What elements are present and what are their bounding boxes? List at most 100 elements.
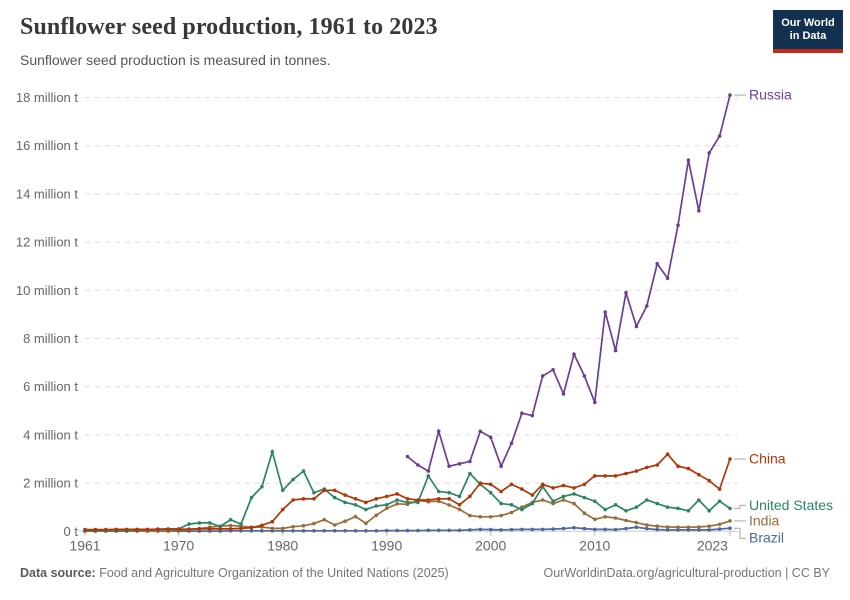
- data-point-china: [551, 486, 555, 490]
- data-point-india: [447, 503, 451, 507]
- series-label-india[interactable]: India: [749, 512, 780, 528]
- data-point-united-states: [239, 522, 243, 526]
- data-point-brazil: [447, 528, 451, 533]
- data-point-brazil: [582, 526, 587, 531]
- owid-logo[interactable]: Our World in Data: [773, 10, 843, 53]
- data-point-brazil: [416, 528, 420, 533]
- owid-credit-link[interactable]: OurWorldinData.org/agricultural-producti…: [543, 566, 830, 580]
- data-point-china: [447, 497, 451, 501]
- x-axis-label: 1990: [371, 537, 402, 553]
- data-point-india: [332, 523, 337, 527]
- y-axis-label: 2 million t: [23, 476, 78, 491]
- data-point-china: [104, 527, 108, 532]
- data-point-brazil: [488, 527, 493, 532]
- series-label-united-states[interactable]: United States: [749, 497, 833, 513]
- data-point-china: [717, 487, 722, 491]
- data-point-united-states: [520, 507, 524, 512]
- data-point-india: [676, 525, 680, 529]
- data-point-india: [665, 525, 670, 529]
- data-point-india: [686, 525, 691, 529]
- data-point-china: [707, 478, 711, 483]
- data-point-india: [280, 526, 285, 531]
- data-point-china: [645, 465, 649, 470]
- data-point-russia: [707, 151, 711, 155]
- data-point-china: [582, 482, 587, 487]
- data-point-india: [634, 520, 639, 525]
- legend-connector-united-states: [733, 504, 746, 509]
- data-point-brazil: [499, 528, 503, 532]
- data-point-china: [364, 500, 368, 505]
- series-label-russia[interactable]: Russia: [749, 87, 792, 103]
- data-point-brazil: [509, 527, 514, 532]
- series-line-china[interactable]: [85, 452, 731, 531]
- data-point-india: [561, 498, 566, 502]
- data-point-russia: [613, 348, 618, 353]
- data-point-united-states: [582, 495, 587, 500]
- data-point-china: [166, 527, 170, 532]
- data-point-brazil: [572, 525, 576, 530]
- data-point-india: [499, 513, 503, 518]
- y-axis-label: 16 million t: [16, 138, 79, 153]
- data-point-china: [83, 527, 87, 532]
- data-point-china: [634, 469, 639, 473]
- data-point-india: [301, 524, 306, 528]
- owid-logo-line2: in Data: [789, 30, 827, 42]
- data-point-india: [582, 511, 587, 515]
- y-axis-label: 0 t: [64, 524, 79, 539]
- series-label-brazil[interactable]: Brazil: [749, 530, 784, 546]
- data-point-russia: [645, 304, 649, 308]
- series-line-united-states[interactable]: [85, 448, 731, 532]
- data-point-russia: [416, 463, 420, 467]
- data-point-brazil: [364, 529, 368, 533]
- owid-logo-line1: Our World: [781, 17, 835, 29]
- data-point-india: [395, 502, 399, 506]
- series-line-russia[interactable]: [406, 94, 731, 473]
- data-point-china: [270, 519, 275, 524]
- data-point-russia: [665, 276, 670, 281]
- data-point-china: [593, 474, 597, 478]
- data-point-india: [228, 523, 233, 528]
- data-point-united-states: [343, 500, 347, 505]
- data-point-china: [728, 457, 732, 461]
- data-point-india: [728, 519, 732, 523]
- data-point-russia: [551, 368, 555, 372]
- data-point-china: [520, 487, 524, 491]
- data-point-india: [603, 515, 607, 519]
- data-point-united-states: [665, 505, 670, 510]
- data-point-china: [665, 452, 670, 457]
- data-point-russia: [655, 262, 659, 266]
- data-point-russia: [540, 374, 545, 378]
- data-point-india: [593, 517, 597, 522]
- data-point-russia: [488, 435, 493, 440]
- data-point-brazil: [634, 525, 639, 529]
- data-point-china: [343, 493, 347, 497]
- data-point-russia: [624, 290, 628, 295]
- data-point-united-states: [447, 490, 451, 495]
- data-point-brazil: [686, 528, 691, 532]
- series-label-china[interactable]: China: [749, 451, 786, 467]
- data-point-china: [187, 527, 191, 531]
- x-axis-label: 1980: [267, 537, 298, 553]
- data-point-united-states: [488, 490, 493, 495]
- data-point-brazil: [395, 528, 399, 533]
- data-point-brazil: [540, 527, 545, 532]
- data-point-brazil: [322, 529, 327, 533]
- x-axis-label: 2023: [697, 537, 728, 553]
- y-axis-label: 10 million t: [16, 283, 79, 298]
- data-point-china: [228, 527, 233, 531]
- data-point-brazil: [561, 526, 566, 531]
- data-point-brazil: [426, 528, 431, 533]
- data-point-united-states: [655, 501, 659, 506]
- data-point-brazil: [249, 529, 254, 533]
- y-axis-label: 8 million t: [23, 331, 78, 346]
- data-point-china: [93, 527, 98, 532]
- data-point-united-states: [405, 500, 410, 505]
- data-point-united-states: [260, 484, 264, 489]
- data-point-brazil: [551, 527, 555, 531]
- data-point-china: [676, 464, 680, 469]
- data-point-china: [332, 488, 337, 493]
- data-point-united-states: [301, 469, 306, 473]
- data-point-china: [312, 497, 316, 501]
- data-point-united-states: [613, 503, 618, 507]
- data-point-united-states: [312, 490, 316, 495]
